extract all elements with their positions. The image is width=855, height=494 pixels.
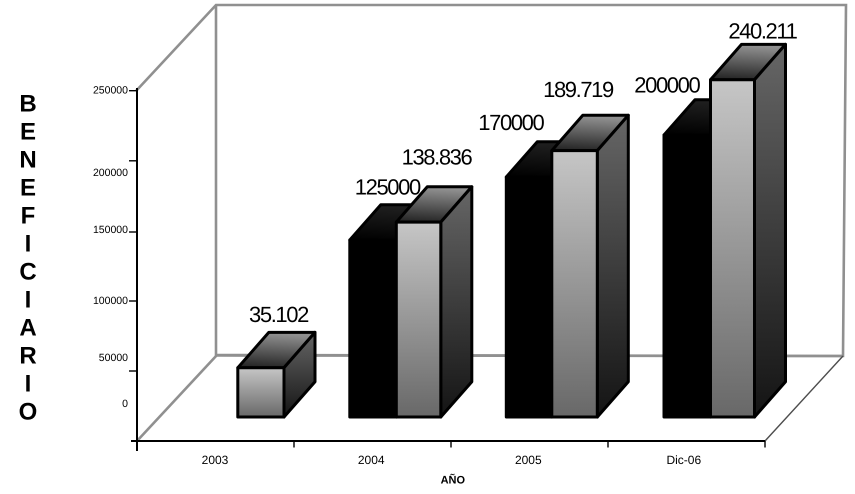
svg-text:A: A — [19, 314, 36, 341]
svg-text:150000: 150000 — [93, 224, 128, 236]
svg-text:125000: 125000 — [355, 174, 421, 199]
svg-text:100000: 100000 — [93, 295, 128, 307]
svg-text:2004: 2004 — [358, 453, 385, 467]
svg-text:138.836: 138.836 — [402, 144, 473, 169]
svg-text:E: E — [20, 174, 36, 201]
svg-text:35.102: 35.102 — [249, 302, 309, 327]
svg-text:Dic-06: Dic-06 — [666, 453, 701, 467]
svg-text:50000: 50000 — [99, 352, 128, 364]
svg-text:I: I — [25, 286, 32, 313]
svg-text:E: E — [20, 118, 36, 145]
svg-text:B: B — [19, 90, 36, 117]
svg-text:200000: 200000 — [634, 73, 700, 98]
svg-text:2003: 2003 — [202, 453, 229, 467]
svg-text:AÑO: AÑO — [441, 474, 466, 487]
svg-text:0: 0 — [122, 398, 128, 410]
svg-text:C: C — [19, 258, 36, 285]
svg-text:I: I — [25, 230, 32, 257]
svg-text:I: I — [25, 370, 32, 397]
svg-text:250000: 250000 — [93, 85, 128, 97]
svg-text:189.719: 189.719 — [543, 77, 614, 102]
svg-text:F: F — [21, 202, 36, 229]
svg-text:O: O — [19, 398, 38, 425]
svg-text:170000: 170000 — [478, 110, 544, 135]
svg-text:200000: 200000 — [93, 167, 128, 179]
svg-text:240.211: 240.211 — [728, 18, 797, 43]
svg-text:N: N — [19, 146, 36, 173]
svg-text:2005: 2005 — [515, 453, 542, 467]
svg-text:R: R — [19, 342, 36, 369]
